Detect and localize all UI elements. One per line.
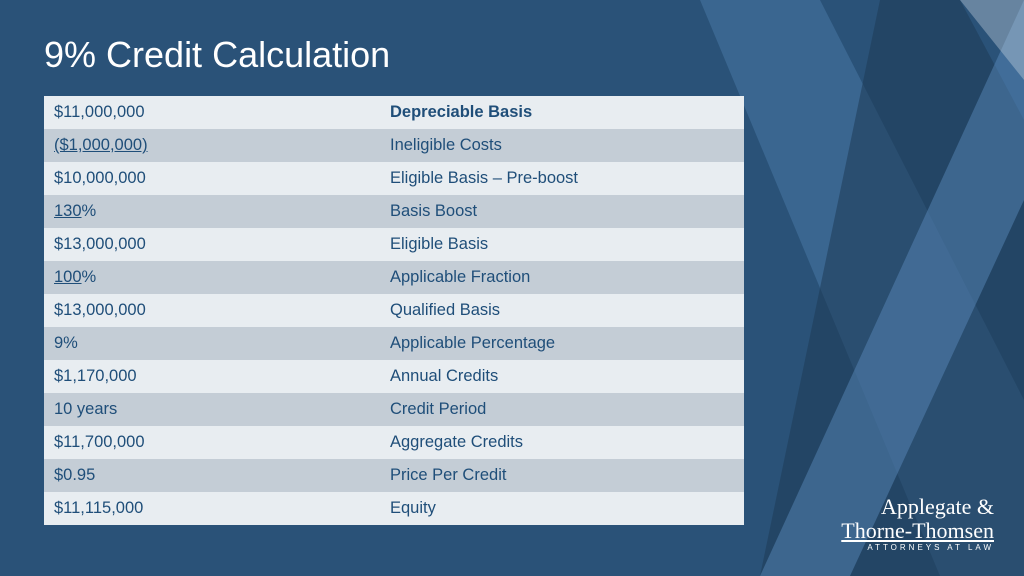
row-value: $13,000,000 [44, 294, 380, 327]
row-value: 130% [44, 195, 380, 228]
table-row: 10 yearsCredit Period [44, 393, 744, 426]
table-row: 100%Applicable Fraction [44, 261, 744, 294]
table-row: $10,000,000Eligible Basis – Pre-boost [44, 162, 744, 195]
row-label: Eligible Basis [380, 228, 744, 261]
logo-tagline: ATTORNEYS AT LAW [841, 544, 994, 552]
row-label: Equity [380, 492, 744, 525]
row-label: Annual Credits [380, 360, 744, 393]
row-label: Qualified Basis [380, 294, 744, 327]
row-value: 100% [44, 261, 380, 294]
table-row: $1,170,000Annual Credits [44, 360, 744, 393]
row-label: Eligible Basis – Pre-boost [380, 162, 744, 195]
row-label: Applicable Fraction [380, 261, 744, 294]
row-value: $11,000,000 [44, 96, 380, 129]
row-value: $11,115,000 [44, 492, 380, 525]
slide-title: 9% Credit Calculation [44, 34, 390, 76]
table-row: $11,000,000Depreciable Basis [44, 96, 744, 129]
credit-calculation-table: $11,000,000Depreciable Basis($1,000,000)… [44, 96, 744, 525]
row-value: 10 years [44, 393, 380, 426]
logo-line-1: Applegate & [841, 495, 994, 518]
row-label: Applicable Percentage [380, 327, 744, 360]
row-label: Price Per Credit [380, 459, 744, 492]
row-label: Credit Period [380, 393, 744, 426]
table-row: $0.95Price Per Credit [44, 459, 744, 492]
row-value: 9% [44, 327, 380, 360]
table-row: 130%Basis Boost [44, 195, 744, 228]
row-value: $1,170,000 [44, 360, 380, 393]
table-row: $13,000,000Qualified Basis [44, 294, 744, 327]
table-row: $13,000,000Eligible Basis [44, 228, 744, 261]
row-value: $0.95 [44, 459, 380, 492]
row-label: Basis Boost [380, 195, 744, 228]
table-row: $11,700,000Aggregate Credits [44, 426, 744, 459]
row-value: $13,000,000 [44, 228, 380, 261]
firm-logo: Applegate & Thorne-Thomsen ATTORNEYS AT … [841, 495, 994, 552]
row-value: $11,700,000 [44, 426, 380, 459]
row-value: $10,000,000 [44, 162, 380, 195]
row-label: Ineligible Costs [380, 129, 744, 162]
table-body: $11,000,000Depreciable Basis($1,000,000)… [44, 96, 744, 525]
row-label: Aggregate Credits [380, 426, 744, 459]
table-row: ($1,000,000)Ineligible Costs [44, 129, 744, 162]
row-value: ($1,000,000) [44, 129, 380, 162]
row-label: Depreciable Basis [380, 96, 744, 129]
logo-line-2: Thorne-Thomsen [841, 519, 994, 542]
table-row: 9%Applicable Percentage [44, 327, 744, 360]
table-row: $11,115,000Equity [44, 492, 744, 525]
